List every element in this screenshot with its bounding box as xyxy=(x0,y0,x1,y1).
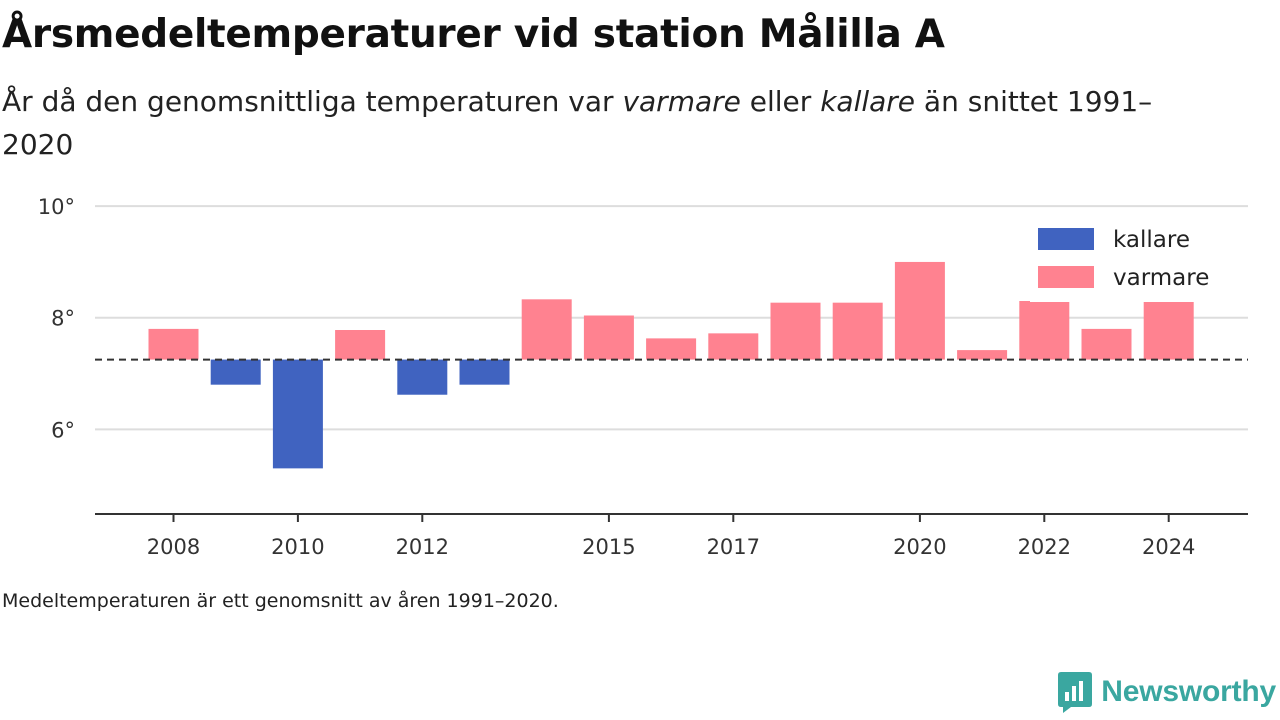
bar-2017 xyxy=(708,333,759,360)
x-tick-label: 2017 xyxy=(707,535,760,559)
bar-2011 xyxy=(335,330,386,360)
legend-swatch xyxy=(1038,228,1094,250)
legend-swatch xyxy=(1038,266,1094,288)
brand-logo: Newsworthy xyxy=(1057,668,1276,716)
bar-2016 xyxy=(646,338,697,360)
subtitle-warmer-word: varmare xyxy=(622,85,741,118)
x-axis-ticks: 2008 2010 2012 2015 2017 2020 2022 2024 xyxy=(147,514,1195,559)
bar-2020 xyxy=(894,261,945,360)
y-axis-ticks: 6° 8° 10° xyxy=(38,195,75,442)
brand-name: Newsworthy xyxy=(1101,675,1276,708)
bar-2019 xyxy=(832,302,883,360)
bar-2015 xyxy=(583,315,634,360)
chart-title: Årsmedeltemperaturer vid station Målilla… xyxy=(2,12,945,57)
legend: kallare varmare xyxy=(1030,214,1228,302)
legend-label: kallare xyxy=(1113,227,1190,253)
bar-2012 xyxy=(397,359,448,395)
x-tick-label: 2015 xyxy=(582,535,635,559)
chart-subtitle: År då den genomsnittliga temperaturen va… xyxy=(2,80,1202,166)
subtitle-middle: eller xyxy=(740,85,821,118)
bar-2010 xyxy=(272,359,323,469)
x-tick-label: 2020 xyxy=(893,535,946,559)
bars xyxy=(148,261,1194,469)
bar-2009 xyxy=(210,359,261,385)
bar-2021 xyxy=(957,350,1008,360)
legend-label: varmare xyxy=(1113,265,1209,291)
x-tick-label: 2024 xyxy=(1142,535,1195,559)
subtitle-after: än snittet 1991–2020 xyxy=(2,85,1153,161)
y-tick-label: 6° xyxy=(51,418,75,442)
bar-2013 xyxy=(459,359,510,385)
footnote: Medeltemperaturen är ett genomsnitt av å… xyxy=(2,590,559,612)
x-tick-label: 2012 xyxy=(396,535,449,559)
y-tick-label: 10° xyxy=(38,195,75,219)
x-tick-label: 2022 xyxy=(1018,535,1071,559)
bar-chart: 6° 8° 10° 2008 2010 2012 2015 2017 2020 2022 2024… xyxy=(38,195,1248,559)
x-tick-label: 2008 xyxy=(147,535,200,559)
bar-2008 xyxy=(148,328,199,360)
y-tick-label: 8° xyxy=(51,307,75,331)
bar-2023 xyxy=(1081,328,1132,360)
x-tick-label: 2010 xyxy=(271,535,324,559)
bar-2018 xyxy=(770,302,821,360)
bar-2024 xyxy=(1143,299,1194,360)
subtitle-before: År då den genomsnittliga temperaturen va… xyxy=(2,85,623,118)
subtitle-colder-word: kallare xyxy=(820,85,916,118)
newsworthy-logo-icon xyxy=(1058,672,1093,713)
bar-2022 xyxy=(1019,301,1070,360)
bar-2014 xyxy=(521,299,572,360)
